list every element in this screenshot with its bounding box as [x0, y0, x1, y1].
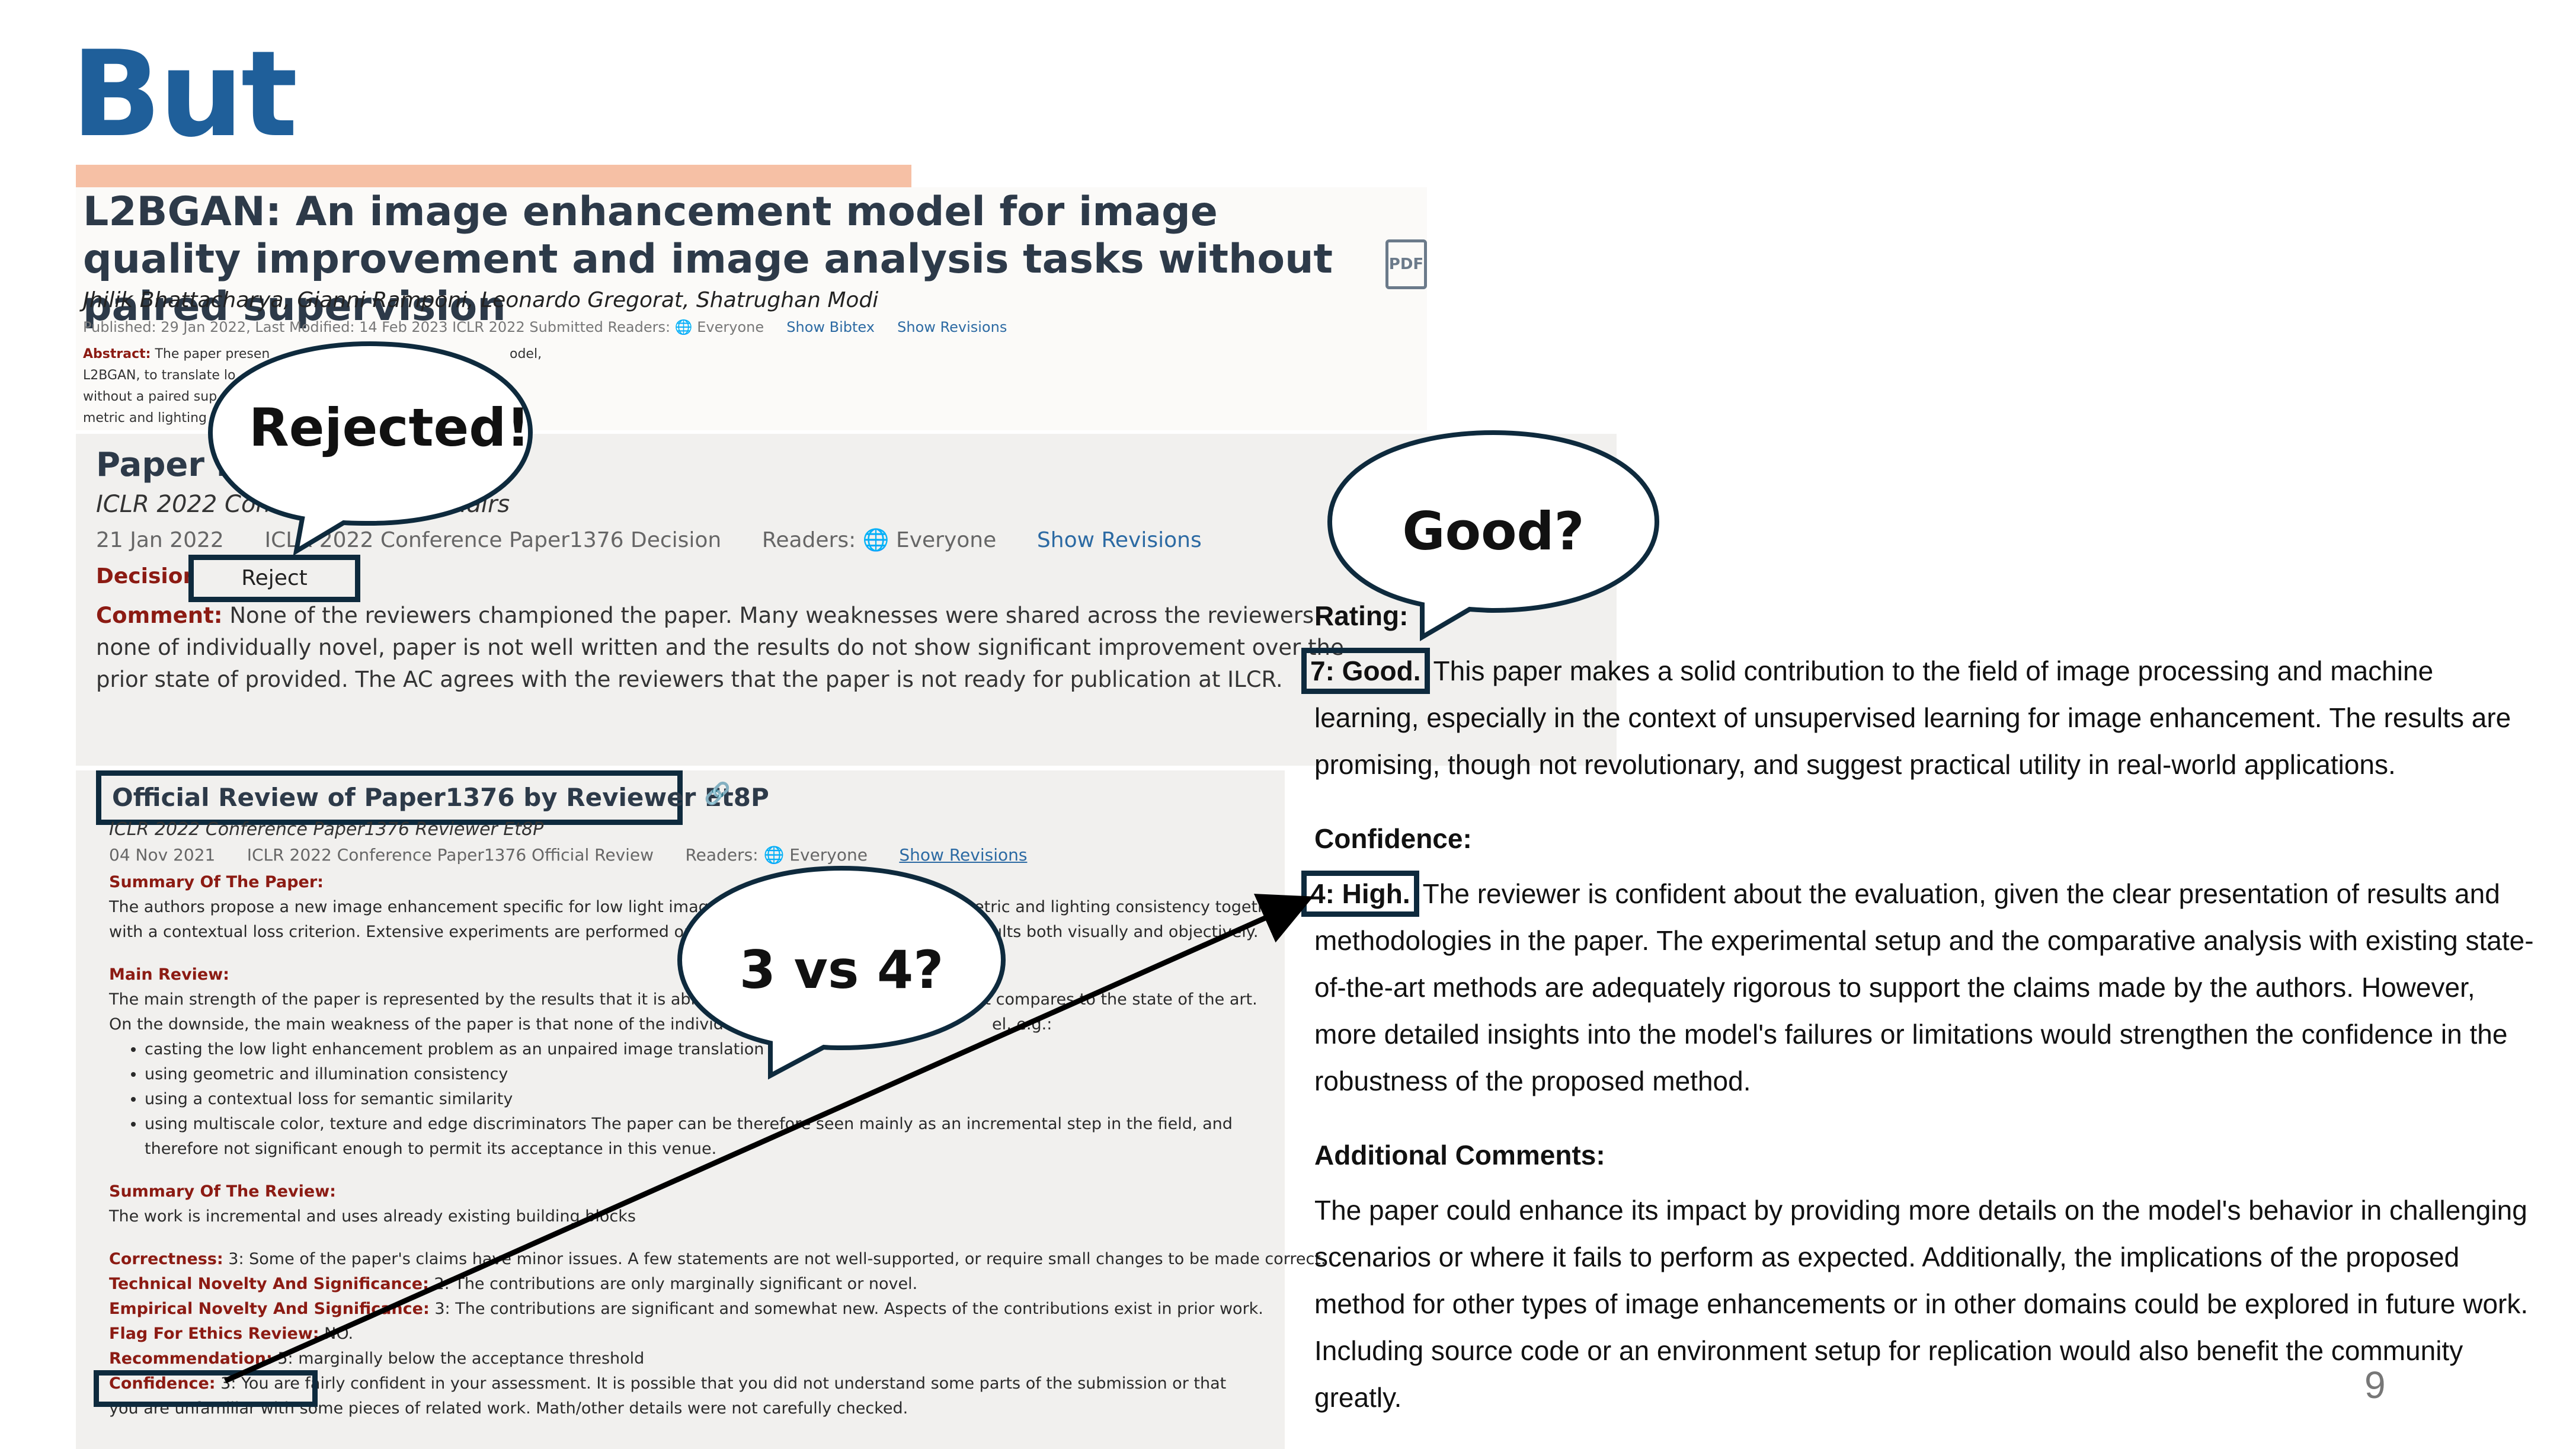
review-venue: ICLR 2022 Conference Paper1376 Official …	[247, 845, 654, 865]
review-readers-label: Readers:	[685, 845, 759, 865]
tech-novelty-row: Technical Novelty And Significance: 2: T…	[109, 1275, 918, 1293]
paper-readers: Everyone	[697, 319, 764, 335]
paper-meta-text: Published: 29 Jan 2022, Last Modified: 1…	[83, 319, 671, 335]
emp-novelty-row: Empirical Novelty And Significance: 3: T…	[109, 1300, 1263, 1318]
link-icon[interactable]: 🔗	[704, 781, 731, 805]
abstract-line-4: metric and lighting	[83, 411, 207, 426]
paper-authors: Jhilik Bhattacharya, Gianni Ramponi, Leo…	[83, 288, 879, 312]
confidence-text: The reviewer is confident about the eval…	[1314, 878, 2534, 1096]
abstract-line-1: The paper presen	[155, 347, 270, 362]
page-number: 9	[2364, 1364, 2386, 1406]
review-heading[interactable]: Official Review of Paper1376 by Reviewer…	[96, 770, 769, 825]
decision-date: 21 Jan 2022	[96, 528, 224, 552]
summary-review-text: The work is incremental and uses already…	[109, 1207, 636, 1226]
comment-label: Comment:	[96, 603, 223, 628]
official-review-panel: Official Review of Paper1376 by Reviewer…	[76, 770, 1326, 1449]
globe-icon: 🌐	[674, 319, 693, 335]
additional-comments-label: Additional Comments:	[1314, 1140, 1605, 1170]
list-item: using geometric and illumination consist…	[145, 1062, 1348, 1087]
list-item: using a contextual loss for semantic sim…	[145, 1087, 1348, 1112]
main-review-bullets: casting the low light enhancement proble…	[109, 1037, 1348, 1162]
additional-comments-text: The paper could enhance its impact by pr…	[1314, 1195, 2529, 1413]
accent-bar	[76, 165, 911, 187]
ethics-row: Flag For Ethics Review: NO.	[109, 1325, 354, 1343]
decision-comment: Comment: None of the reviewers champione…	[96, 600, 1370, 696]
review-meta: 04 Nov 2021 ICLR 2022 Conference Paper13…	[109, 845, 1027, 865]
slide-title: But	[71, 25, 297, 164]
paper-abstract: Abstract: The paper presen odel, L2BGAN,…	[83, 344, 604, 429]
review-show-revisions-link[interactable]: Show Revisions	[899, 845, 1028, 865]
confidence-row: Confidence: 3: You are fairly confident …	[109, 1374, 1227, 1418]
abstract-line-3: without a paired sup	[83, 389, 217, 404]
decision-venue: ICLR 2022 Conference Paper1376 Decision	[264, 528, 722, 552]
generated-review: Rating: 7: Good. This paper makes a solid…	[1301, 593, 2535, 1421]
abstract-tail: odel,	[510, 347, 542, 362]
list-item: using multiscale color, texture and edge…	[145, 1112, 1348, 1162]
summary-paper-label: Summary Of The Paper:	[109, 873, 324, 891]
confidence-value-box: 4: High.	[1301, 871, 1419, 917]
three-vs-four-bubble-text: 3 vs 4?	[739, 939, 944, 1000]
decision-label: Decision	[96, 564, 199, 588]
rejected-bubble-text: Rejected!	[249, 397, 530, 458]
list-item: casting the low light enhancement proble…	[145, 1037, 1348, 1062]
decision-readers: Everyone	[895, 528, 997, 552]
good-bubble	[1327, 430, 1660, 641]
review-subtitle: ICLR 2022 Conference Paper1376 Reviewer …	[109, 819, 544, 840]
decision-value-box: Reject	[188, 555, 360, 602]
abstract-line-2: L2BGAN, to translate lo	[83, 368, 236, 383]
decision-readers-label: Readers:	[761, 528, 856, 552]
rating-value-box: 7: Good.	[1301, 648, 1430, 694]
confidence-paragraph: 4: High. The reviewer is confident about …	[1301, 871, 2535, 1105]
three-vs-four-bubble	[677, 865, 1006, 1080]
review-date: 04 Nov 2021	[109, 845, 216, 865]
globe-icon: 🌐	[862, 528, 889, 552]
paper-header-panel: L2BGAN: An image enhancement model for i…	[76, 187, 1427, 430]
show-bibtex-link[interactable]: Show Bibtex	[786, 319, 875, 335]
summary-review-label: Summary Of The Review:	[109, 1182, 336, 1201]
rejected-bubble	[207, 341, 533, 556]
paper-meta: Published: 29 Jan 2022, Last Modified: 1…	[83, 319, 1007, 335]
confidence-highlight-box	[94, 1370, 318, 1407]
review-readers: Everyone	[789, 845, 868, 865]
correctness-row: Correctness: 3: Some of the paper's clai…	[109, 1250, 1326, 1268]
confidence-label: Confidence:	[1314, 823, 1472, 854]
globe-icon: 🌐	[763, 845, 785, 865]
abstract-label: Abstract:	[83, 347, 151, 362]
decision-show-revisions-link[interactable]: Show Revisions	[1036, 528, 1202, 552]
summary-paper-line-1: The authors propose a new image enhancem…	[109, 898, 1284, 916]
pdf-icon[interactable]: PDF	[1385, 239, 1427, 289]
paper-show-revisions-link[interactable]: Show Revisions	[897, 319, 1007, 335]
good-bubble-text: Good?	[1402, 501, 1585, 562]
main-review-line-1: The main strength of the paper is repres…	[109, 990, 1257, 1009]
main-review-label: Main Review:	[109, 965, 229, 984]
recommendation-row: Recommendation: 5: marginally below the …	[109, 1349, 645, 1368]
rating-paragraph: 7: Good. This paper makes a solid contrib…	[1301, 648, 2535, 788]
rating-label: Rating:	[1314, 600, 1409, 631]
paper-title: L2BGAN: An image enhancement model for i…	[83, 188, 1333, 330]
rating-text: This paper makes a solid contribution to…	[1314, 655, 2511, 780]
review-body: Summary Of The Paper: The authors propos…	[109, 870, 1348, 1421]
decision-meta: 21 Jan 2022 ICLR 2022 Conference Paper13…	[96, 527, 1202, 552]
comment-text: None of the reviewers championed the pap…	[96, 603, 1344, 692]
